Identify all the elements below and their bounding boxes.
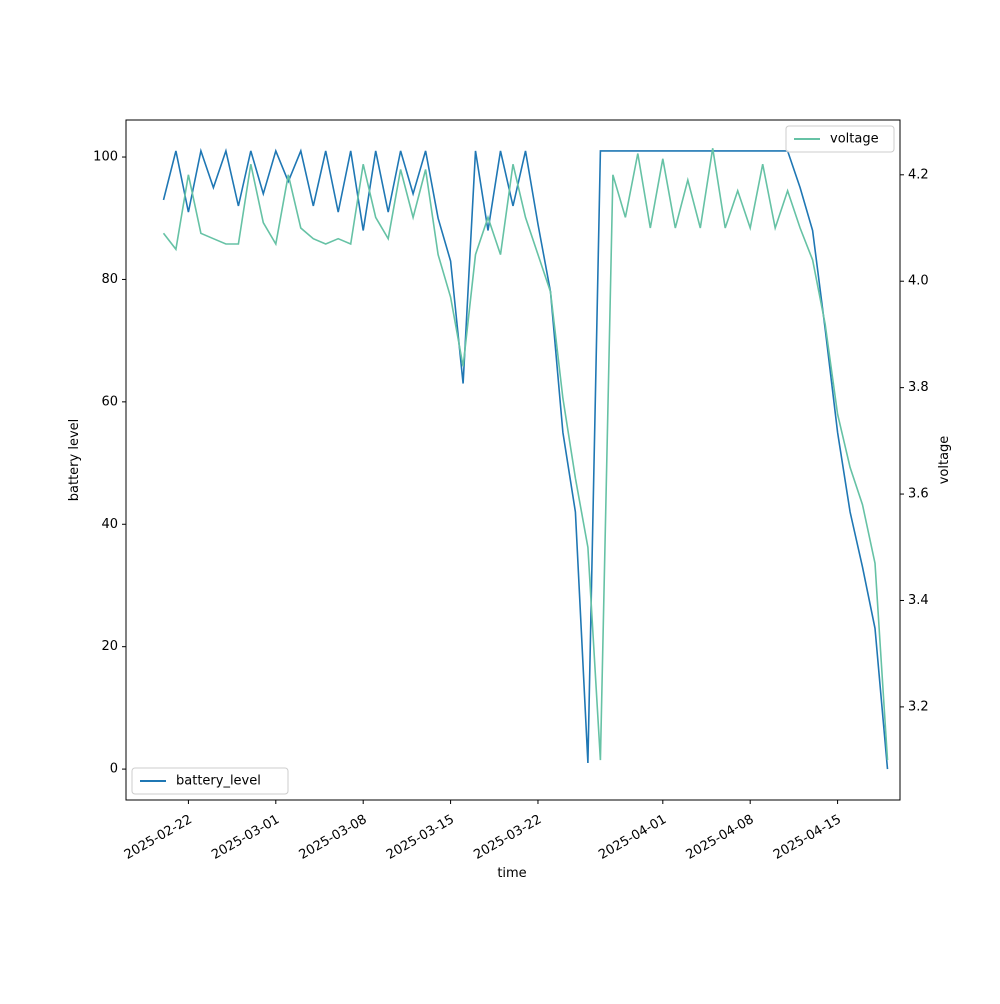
legend-label: voltage xyxy=(830,132,879,147)
x-tick-label: 2025-04-15 xyxy=(771,812,844,863)
y-tick-label: 100 xyxy=(93,150,118,165)
x-tick-label: 2025-03-08 xyxy=(297,812,370,863)
y2-tick-label: 4.2 xyxy=(908,167,929,182)
x-tick-label: 2025-02-22 xyxy=(122,812,195,863)
y2-axis-label: voltage xyxy=(937,436,952,485)
legend-box xyxy=(785,125,895,153)
y2-tick-label: 3.6 xyxy=(908,487,929,502)
y2-tick-label: 3.4 xyxy=(908,593,929,608)
x-axis-label: time xyxy=(497,866,526,881)
x-tick-label: 2025-03-01 xyxy=(209,812,282,863)
y-axis-label: battery level xyxy=(67,419,82,502)
x-tick-label: 2025-03-15 xyxy=(384,812,457,863)
legend: battery_level xyxy=(131,767,289,795)
y2-tick-label: 4.0 xyxy=(908,274,929,289)
y-tick-label: 40 xyxy=(101,517,118,532)
y-tick-label: 60 xyxy=(101,394,118,409)
x-tick-label: 2025-04-01 xyxy=(596,812,669,863)
legend-box xyxy=(131,767,289,795)
legend: voltage xyxy=(785,125,895,153)
y-tick-label: 0 xyxy=(110,762,118,777)
legend-label: battery_level xyxy=(176,774,261,789)
y2-tick-label: 3.8 xyxy=(908,380,929,395)
y-tick-label: 20 xyxy=(101,639,118,654)
y2-tick-label: 3.2 xyxy=(908,699,929,714)
y-tick-label: 80 xyxy=(101,272,118,287)
series-line xyxy=(162,148,889,761)
x-tick-label: 2025-04-08 xyxy=(684,812,757,863)
plot-frame xyxy=(125,119,901,801)
series-line xyxy=(162,147,889,770)
x-tick-label: 2025-03-22 xyxy=(471,812,544,863)
